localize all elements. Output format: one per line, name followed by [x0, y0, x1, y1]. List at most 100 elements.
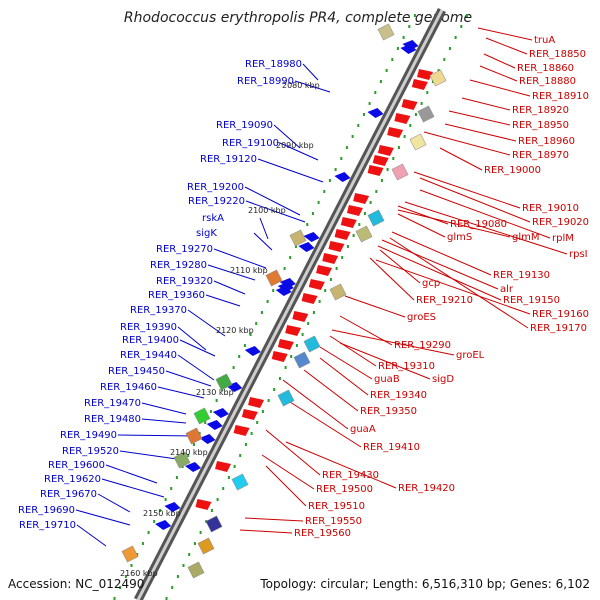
- gene-label-right: RER_19020: [532, 217, 589, 228]
- gene-domain-box: [205, 515, 223, 533]
- tick-mark: [278, 377, 281, 380]
- forward-gene-arrow: [195, 499, 212, 510]
- forward-gene-arrow: [285, 325, 302, 336]
- gene-domain-box: [329, 283, 347, 301]
- leader-line: [381, 239, 499, 290]
- tick-mark: [403, 135, 406, 138]
- tick-mark: [244, 443, 247, 446]
- kbp-label: 2160 kbp: [120, 569, 158, 578]
- gene-domain-box: [391, 163, 409, 181]
- leader-line: [245, 200, 306, 223]
- tick-mark: [284, 366, 287, 369]
- gene-label-right: RER_18920: [512, 105, 569, 116]
- leader-line: [259, 217, 269, 240]
- tick-mark: [164, 498, 167, 501]
- gene-label-right: RER_19080: [450, 219, 507, 230]
- forward-gene-arrow: [215, 461, 232, 472]
- gene-label-left: RER_19400: [122, 335, 179, 346]
- forward-gene-arrow: [292, 311, 309, 322]
- gene-label-right: RER_19010: [522, 203, 579, 214]
- reverse-gene-arrow: [400, 44, 417, 54]
- leader-line: [205, 294, 241, 307]
- leader-line: [244, 517, 304, 522]
- leader-line: [282, 379, 349, 430]
- gene-label-right: gcp: [422, 278, 440, 289]
- forward-gene-arrow: [233, 425, 250, 436]
- gene-label-left: RER_19100: [222, 138, 279, 149]
- forward-gene-arrow: [248, 397, 265, 408]
- tick-mark: [379, 80, 382, 83]
- gene-domain-box: [355, 225, 373, 243]
- tick-mark: [362, 113, 365, 116]
- gene-domain-box: [377, 23, 395, 41]
- tick-mark: [328, 179, 331, 182]
- tick-mark: [392, 157, 395, 160]
- tick-mark: [187, 454, 190, 457]
- leader-line: [483, 53, 516, 69]
- kbp-label: 2150 kbp: [143, 509, 181, 518]
- tick-mark: [267, 399, 270, 402]
- tick-mark: [341, 256, 344, 259]
- tick-mark: [188, 553, 191, 556]
- tick-mark: [290, 355, 293, 358]
- topology-text: Topology: circular; Length: 6,516,310 bp…: [259, 577, 590, 591]
- reverse-gene-arrow: [155, 520, 172, 530]
- gene-domain-box: [231, 473, 249, 491]
- tick-mark: [311, 212, 314, 215]
- gene-label-right: RER_19340: [370, 390, 427, 401]
- gene-label-right: RER_18860: [517, 63, 574, 74]
- tick-mark: [414, 113, 417, 116]
- forward-gene-arrow: [241, 409, 258, 420]
- leader-line: [397, 213, 446, 238]
- tick-mark: [158, 509, 161, 512]
- tick-mark: [165, 597, 168, 600]
- forward-gene-arrow: [308, 279, 325, 290]
- tick-mark: [250, 432, 253, 435]
- tick-mark: [408, 25, 411, 28]
- gene-domain-box: [197, 537, 215, 555]
- gene-label-left: RER_19620: [44, 474, 101, 485]
- tick-mark: [352, 234, 355, 237]
- tick-mark: [294, 245, 297, 248]
- gene-domain-box: [215, 373, 233, 391]
- leader-line: [101, 478, 165, 498]
- leader-line: [375, 259, 531, 315]
- gene-label-right: RER_19550: [305, 516, 362, 527]
- tick-mark: [216, 498, 219, 501]
- gene-label-right: truA: [534, 35, 555, 46]
- gene-label-right: sigD: [432, 374, 454, 385]
- forward-gene-arrow: [353, 193, 370, 204]
- gene-label-right: rpsI: [569, 249, 588, 260]
- leader-line: [75, 509, 131, 526]
- leader-line: [141, 402, 187, 415]
- gene-label-left: RER_19440: [120, 350, 177, 361]
- kbp-label: 2090 kbp: [276, 141, 314, 150]
- leader-line: [177, 354, 215, 381]
- forward-gene-arrow: [271, 351, 288, 362]
- color-box-features: [121, 23, 447, 579]
- tick-mark: [351, 135, 354, 138]
- gene-domain-box: [303, 335, 321, 353]
- right-label-group: truA RER_18850 RER_18860 RER_18880 RER_18910…: [294, 35, 589, 539]
- gene-label-right: RER_19160: [532, 309, 589, 320]
- gene-label-right: RER_19290: [394, 340, 451, 351]
- genome-backbone: [133, 7, 447, 600]
- tick-mark: [465, 14, 468, 17]
- leader-line: [439, 147, 483, 171]
- tick-mark: [192, 443, 195, 446]
- forward-gene-arrow: [394, 113, 411, 124]
- reverse-gene-arrow: [298, 242, 315, 252]
- gene-label-right: RER_19170: [530, 323, 587, 334]
- gene-label-left: RER_19480: [84, 414, 141, 425]
- leader-line: [213, 280, 246, 295]
- gene-label-left: RER_19220: [188, 196, 245, 207]
- forward-gene-arrow: [322, 253, 339, 264]
- gene-label-right: RER_19500: [316, 484, 373, 495]
- gene-domain-box: [293, 351, 311, 369]
- leader-line: [179, 339, 216, 357]
- tick-mark: [396, 47, 399, 50]
- forward-gene-arrow: [411, 79, 428, 90]
- leader-line: [448, 110, 511, 126]
- leader-line: [479, 65, 518, 82]
